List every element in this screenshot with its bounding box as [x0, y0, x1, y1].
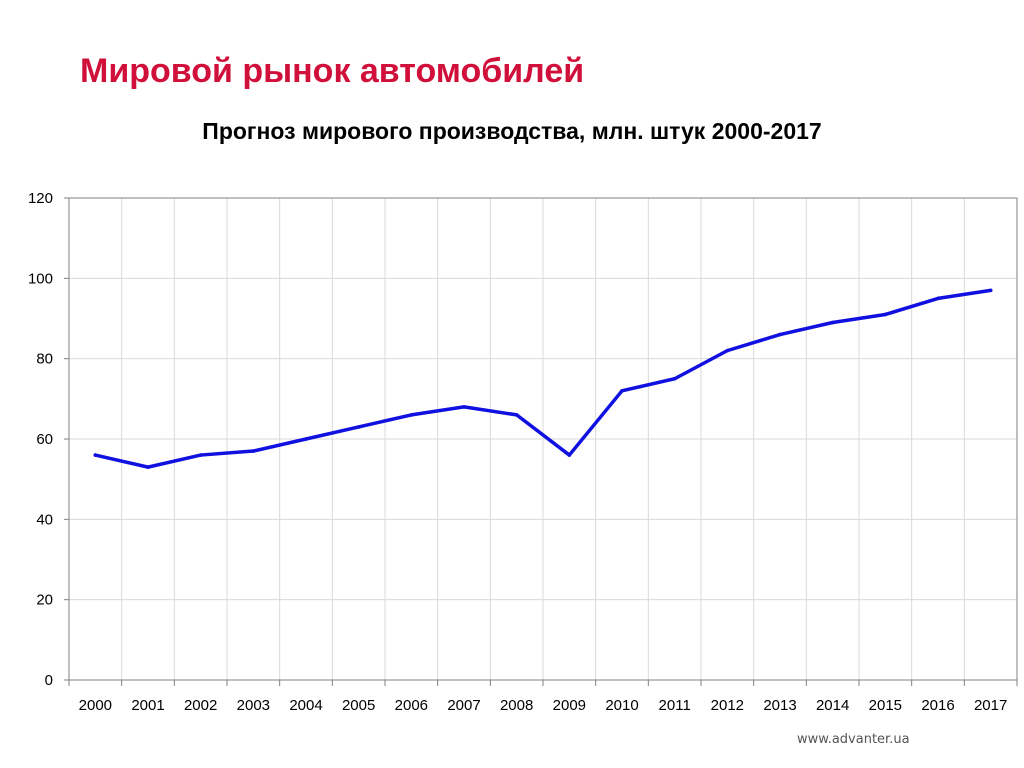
- series-line: [93, 288, 993, 469]
- x-tick-label: 2004: [289, 697, 322, 714]
- slide-title: Мировой рынок автомобилей: [80, 52, 585, 90]
- data-point: [567, 453, 572, 457]
- data-point: [988, 288, 993, 293]
- x-tick-label: 2008: [500, 697, 533, 714]
- data-point: [304, 437, 308, 441]
- series-layer: [93, 288, 993, 469]
- x-tick-label: 2001: [131, 697, 164, 714]
- data-point: [514, 413, 519, 417]
- data-point: [409, 413, 414, 417]
- data-point: [198, 453, 203, 457]
- y-tick-label: 100: [28, 270, 53, 287]
- chart-title: Прогноз мирового производства, млн. штук…: [202, 118, 822, 144]
- data-point: [251, 449, 256, 453]
- y-axis-labels: 0 20 40 60 80 100 120: [28, 190, 53, 689]
- data-point: [883, 312, 888, 317]
- x-tick-label: 2003: [237, 697, 270, 714]
- y-tick-label: 40: [36, 511, 53, 528]
- x-tick-label: 2005: [342, 697, 375, 714]
- x-tick-label: 2000: [79, 697, 112, 714]
- x-axis-labels: 2000 2001 2002 2003 2004 2005 2006 2007 2008 2009…: [79, 697, 1008, 714]
- y-tick-label: 0: [45, 672, 53, 689]
- x-tick-label: 2011: [659, 697, 691, 714]
- y-tick-label: 80: [36, 351, 53, 368]
- footer-url: www.advanter.ua: [797, 732, 910, 747]
- x-tick-label: 2015: [869, 697, 902, 714]
- data-point: [462, 405, 466, 409]
- axis-ticks: [64, 197, 1018, 686]
- x-tick-label: 2013: [763, 697, 796, 714]
- data-point: [778, 332, 782, 337]
- y-tick-label: 20: [36, 592, 53, 609]
- data-point: [672, 376, 677, 381]
- x-tick-label: 2002: [184, 697, 217, 714]
- x-tick-label: 2016: [921, 697, 954, 714]
- data-point: [356, 425, 361, 429]
- data-point: [936, 296, 940, 301]
- data-point: [620, 389, 624, 393]
- data-point: [830, 320, 835, 325]
- x-tick-label: 2009: [553, 697, 586, 714]
- data-point: [725, 348, 730, 353]
- x-tick-label: 2007: [447, 697, 480, 714]
- data-point: [93, 453, 98, 457]
- x-tick-label: 2012: [711, 697, 744, 714]
- y-tick-label: 60: [36, 431, 53, 448]
- grid-lines: [69, 198, 1017, 680]
- y-tick-label: 120: [28, 190, 53, 207]
- x-tick-label: 2006: [395, 697, 428, 714]
- x-tick-label: 2017: [974, 697, 1007, 714]
- data-point: [146, 465, 150, 469]
- x-tick-label: 2014: [816, 697, 849, 714]
- x-tick-label: 2010: [605, 697, 638, 714]
